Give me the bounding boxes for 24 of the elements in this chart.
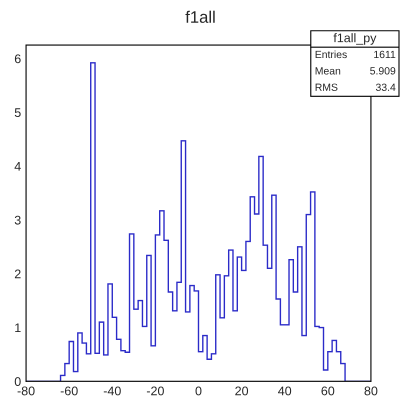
y-tick-label: 5 — [14, 108, 21, 117]
x-tick-label: 80 — [364, 386, 378, 396]
text: f1all_py — [334, 33, 376, 45]
text: 1611 — [374, 50, 396, 58]
x-tick-label: 60 — [322, 386, 334, 396]
y-tick-label: 0 — [14, 377, 21, 386]
annotation: RMS — [316, 84, 338, 91]
x-tick-label: -20 — [146, 386, 164, 396]
annotation: 5.909 — [370, 67, 396, 75]
x-tick-label: 40 — [278, 386, 292, 396]
annotation: Entries — [316, 50, 347, 58]
x-tick-label: 20 — [235, 386, 248, 396]
y-tick-label: 4 — [14, 162, 21, 171]
y-tick-label: 6 — [14, 54, 21, 64]
chart-title: f1all — [185, 10, 215, 23]
annotation: Mean — [316, 67, 340, 75]
x-tick-label: -40 — [104, 386, 121, 396]
y-tick-label: 2 — [14, 270, 21, 278]
text: 33.4 — [376, 84, 396, 91]
y-tick-label: 1 — [15, 323, 21, 332]
x-tick-label: -60 — [60, 386, 78, 396]
x-tick-label: 0 — [196, 386, 202, 396]
x-tick-label: -80 — [18, 386, 35, 396]
y-tick-label: 3 — [14, 216, 21, 225]
